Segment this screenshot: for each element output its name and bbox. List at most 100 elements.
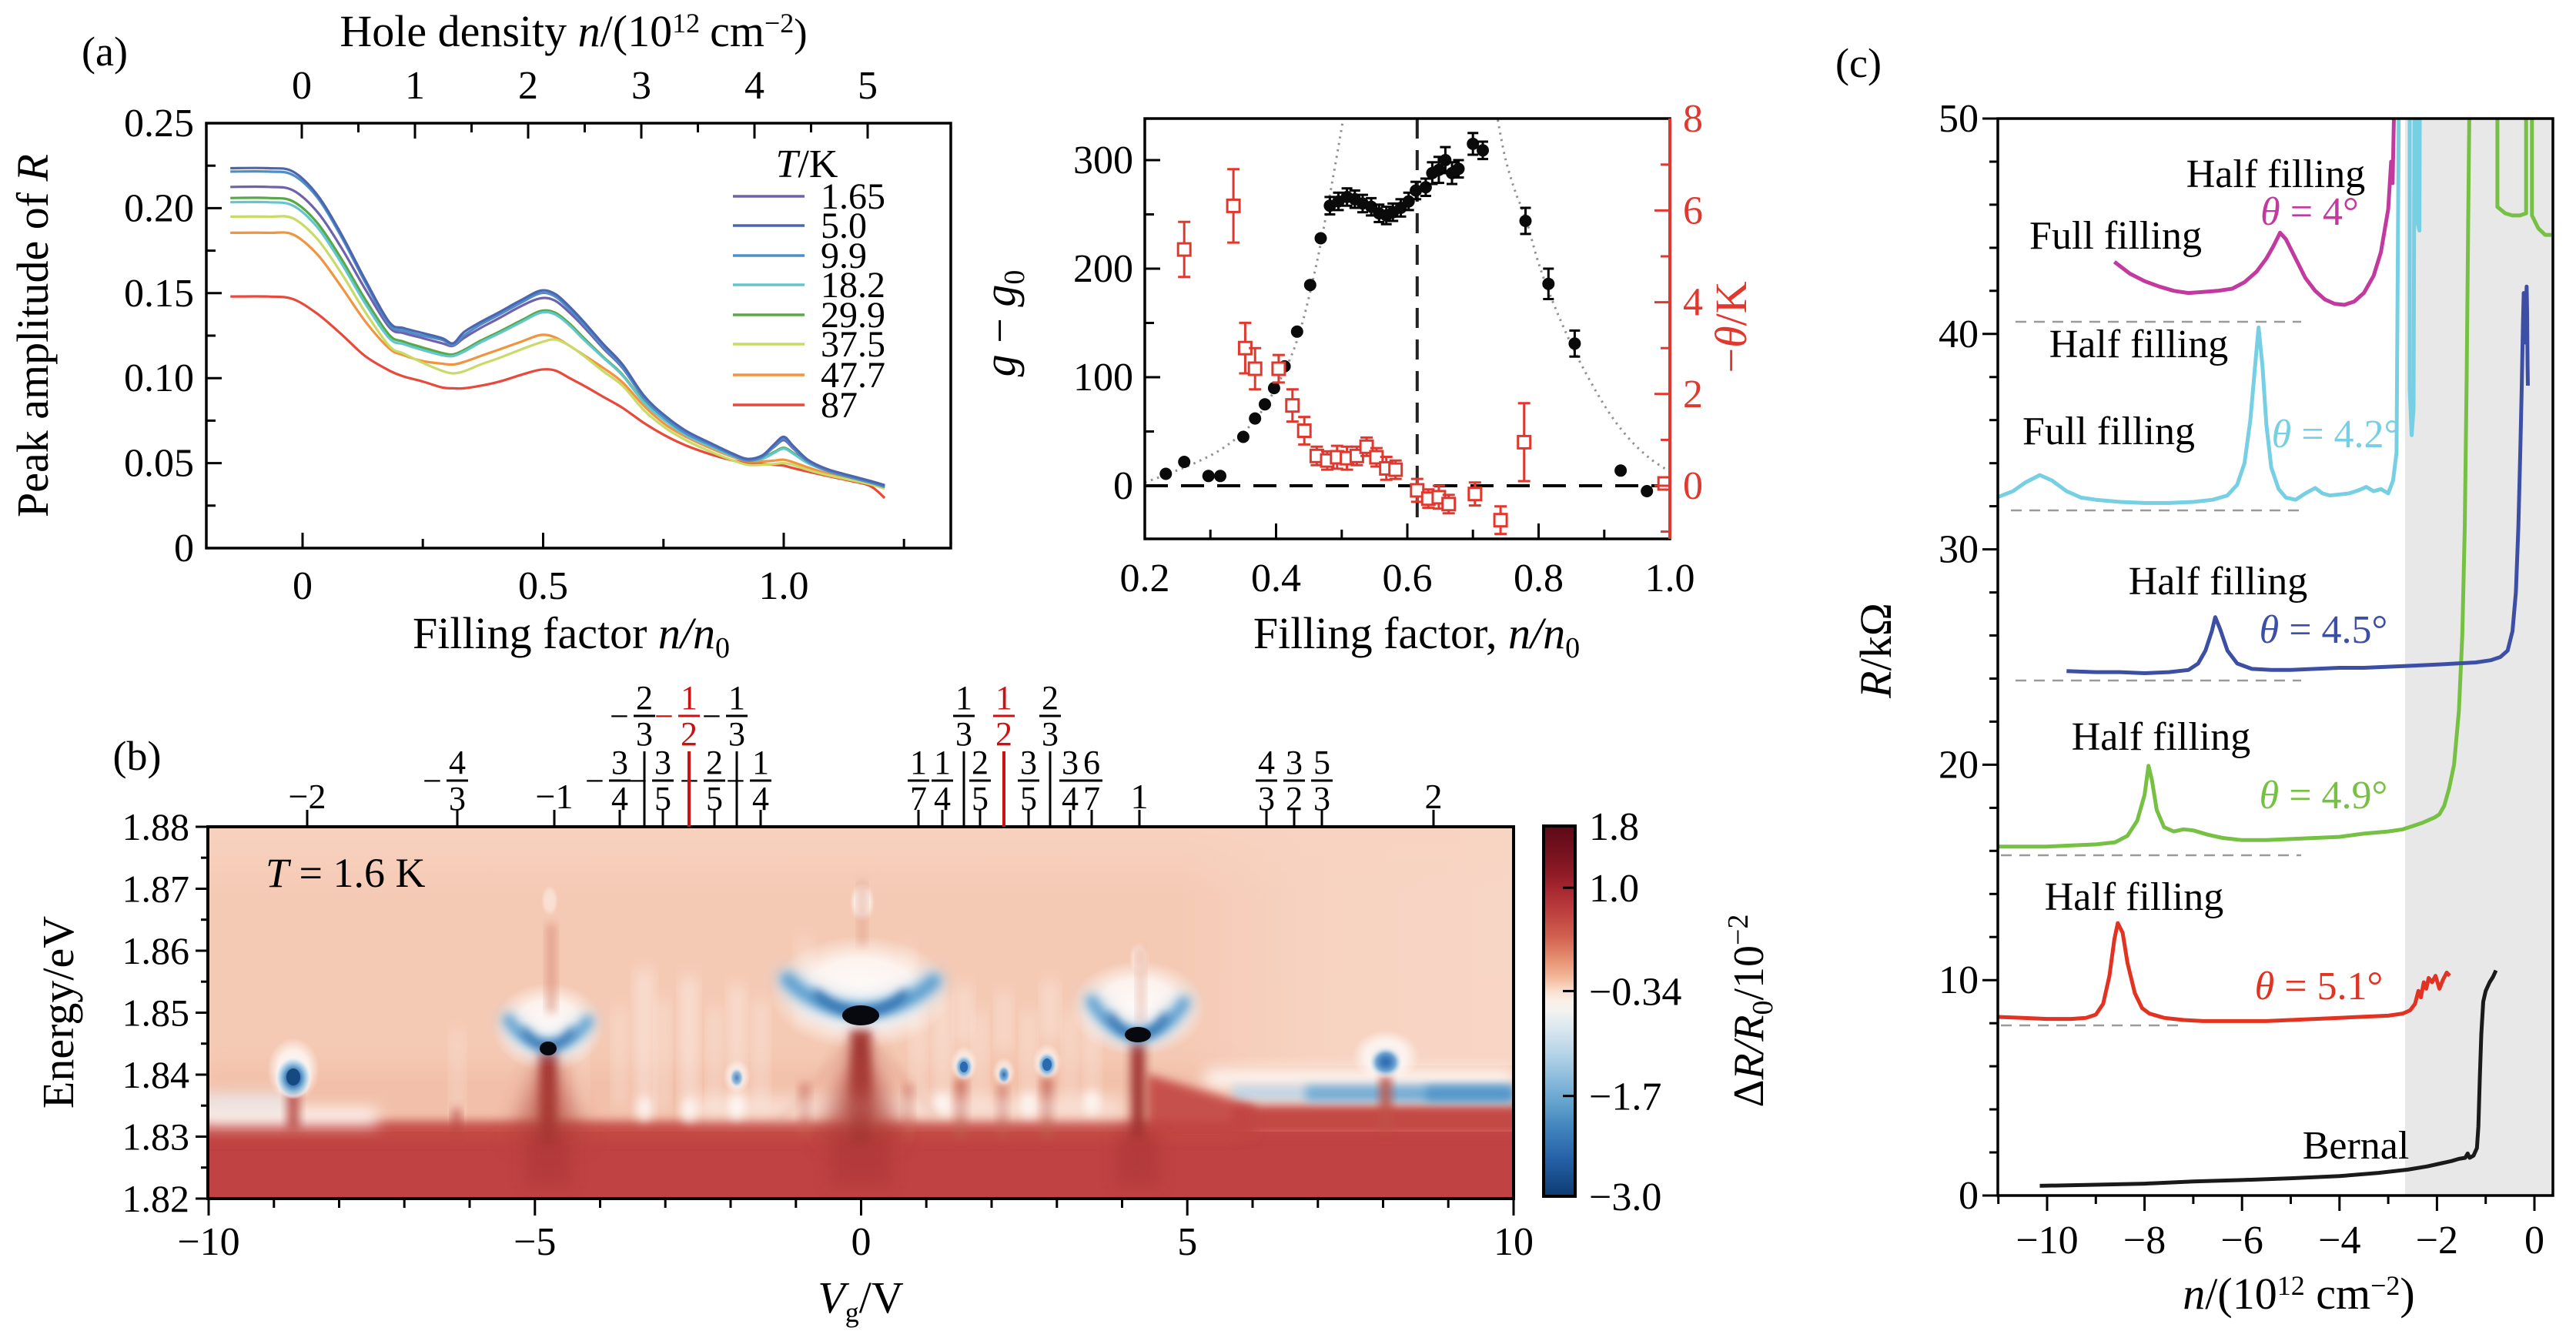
svg-text:200: 200 bbox=[1073, 247, 1133, 291]
svg-text:θ = 4°: θ = 4° bbox=[2260, 190, 2359, 234]
svg-text:3: 3 bbox=[728, 715, 745, 753]
svg-text:4: 4 bbox=[611, 780, 628, 818]
svg-text:−θ/K: −θ/K bbox=[1706, 281, 1756, 373]
svg-text:−2: −2 bbox=[289, 777, 326, 816]
svg-text:0: 0 bbox=[1959, 1174, 1979, 1218]
svg-text:1.84: 1.84 bbox=[122, 1053, 190, 1096]
svg-text:−: − bbox=[610, 697, 629, 735]
svg-text:3: 3 bbox=[1258, 780, 1275, 818]
svg-text:R/kΩ: R/kΩ bbox=[1851, 603, 1901, 699]
svg-text:1.8: 1.8 bbox=[1589, 805, 1639, 849]
svg-text:−2: −2 bbox=[2416, 1219, 2458, 1262]
svg-text:7: 7 bbox=[910, 780, 927, 818]
svg-text:−: − bbox=[654, 697, 674, 735]
svg-text:3: 3 bbox=[1062, 744, 1079, 781]
svg-text:9.9: 9.9 bbox=[821, 236, 867, 276]
svg-text:−: − bbox=[423, 762, 442, 800]
svg-text:0: 0 bbox=[851, 1220, 871, 1264]
svg-text:3: 3 bbox=[1313, 780, 1330, 818]
svg-text:50: 50 bbox=[1939, 97, 1979, 141]
svg-text:1: 1 bbox=[934, 744, 951, 781]
svg-text:1: 1 bbox=[405, 64, 425, 108]
svg-text:0.5: 0.5 bbox=[518, 564, 568, 608]
svg-text:5: 5 bbox=[654, 780, 671, 818]
svg-text:0: 0 bbox=[292, 64, 312, 108]
svg-text:2: 2 bbox=[636, 679, 653, 717]
svg-text:300: 300 bbox=[1073, 139, 1133, 182]
svg-text:0.6: 0.6 bbox=[1383, 557, 1433, 600]
svg-text:n/(1012 cm−2): n/(1012 cm−2) bbox=[2183, 1269, 2414, 1319]
svg-text:2: 2 bbox=[681, 715, 698, 753]
svg-text:T = 1.6 K: T = 1.6 K bbox=[266, 850, 426, 896]
svg-text:30: 30 bbox=[1939, 528, 1979, 572]
svg-text:ΔR/R0/10−2: ΔR/R0/10−2 bbox=[1722, 915, 1779, 1108]
svg-text:1.87: 1.87 bbox=[122, 868, 190, 911]
svg-text:1: 1 bbox=[995, 679, 1012, 717]
svg-text:2: 2 bbox=[995, 715, 1012, 753]
svg-text:4: 4 bbox=[752, 780, 769, 818]
svg-text:θ = 5.1°: θ = 5.1° bbox=[2255, 965, 2384, 1008]
svg-text:0: 0 bbox=[2524, 1219, 2544, 1262]
svg-text:−6: −6 bbox=[2221, 1219, 2263, 1262]
svg-text:−1: −1 bbox=[536, 777, 574, 816]
svg-text:18.2: 18.2 bbox=[821, 265, 885, 306]
svg-text:Filling factor, n/n0: Filling factor, n/n0 bbox=[1253, 608, 1580, 664]
svg-text:5: 5 bbox=[706, 780, 723, 818]
svg-text:1.88: 1.88 bbox=[122, 805, 190, 848]
svg-text:−8: −8 bbox=[2123, 1219, 2166, 1262]
svg-text:1.82: 1.82 bbox=[122, 1177, 190, 1220]
svg-text:87: 87 bbox=[821, 385, 858, 426]
svg-text:1: 1 bbox=[752, 744, 769, 781]
svg-text:0.2: 0.2 bbox=[1120, 557, 1170, 600]
svg-text:−10: −10 bbox=[177, 1220, 239, 1264]
svg-text:6: 6 bbox=[1683, 189, 1703, 232]
svg-text:4: 4 bbox=[449, 744, 466, 781]
svg-text:0.05: 0.05 bbox=[124, 442, 194, 486]
svg-text:Bernal: Bernal bbox=[2303, 1124, 2410, 1168]
svg-text:2: 2 bbox=[706, 744, 723, 781]
svg-text:0.4: 0.4 bbox=[1251, 557, 1301, 600]
svg-text:47.7: 47.7 bbox=[821, 355, 885, 396]
svg-text:−4: −4 bbox=[2318, 1219, 2360, 1262]
svg-text:2: 2 bbox=[1042, 679, 1059, 717]
svg-text:3: 3 bbox=[631, 64, 651, 108]
svg-text:Half filling: Half filling bbox=[2129, 560, 2308, 604]
svg-text:Energy/eV: Energy/eV bbox=[33, 916, 83, 1109]
svg-text:Hole density n/(1012 cm−2): Hole density n/(1012 cm−2) bbox=[340, 6, 807, 56]
svg-text:1.65: 1.65 bbox=[821, 176, 885, 217]
svg-text:4: 4 bbox=[1062, 780, 1079, 818]
svg-text:−1.7: −1.7 bbox=[1589, 1075, 1661, 1119]
svg-text:5: 5 bbox=[1313, 744, 1330, 781]
svg-text:θ = 4.9°: θ = 4.9° bbox=[2260, 774, 2388, 818]
svg-text:5: 5 bbox=[1177, 1220, 1197, 1264]
svg-text:5: 5 bbox=[1020, 780, 1037, 818]
svg-text:Peak amplitude of R: Peak amplitude of R bbox=[8, 154, 58, 517]
svg-text:1.85: 1.85 bbox=[122, 992, 190, 1035]
svg-text:Half filling: Half filling bbox=[2045, 875, 2224, 919]
svg-text:2: 2 bbox=[1286, 780, 1303, 818]
svg-text:1: 1 bbox=[1131, 777, 1149, 816]
svg-text:(a): (a) bbox=[82, 28, 128, 75]
svg-text:1.0: 1.0 bbox=[1589, 867, 1639, 911]
svg-text:4: 4 bbox=[1258, 744, 1275, 781]
svg-text:3: 3 bbox=[636, 715, 653, 753]
svg-text:Filling factor n/n0: Filling factor n/n0 bbox=[413, 608, 730, 664]
svg-text:10: 10 bbox=[1494, 1220, 1534, 1264]
svg-text:40: 40 bbox=[1939, 313, 1979, 356]
svg-text:5.0: 5.0 bbox=[821, 206, 867, 246]
svg-text:0.15: 0.15 bbox=[124, 272, 194, 316]
svg-text:3: 3 bbox=[611, 744, 628, 781]
svg-text:2: 2 bbox=[1425, 777, 1443, 816]
svg-text:Full filling: Full filling bbox=[2029, 214, 2202, 258]
svg-text:1.83: 1.83 bbox=[122, 1115, 190, 1159]
svg-text:1.0: 1.0 bbox=[759, 564, 809, 608]
svg-text:0: 0 bbox=[293, 564, 313, 608]
svg-text:4: 4 bbox=[934, 780, 951, 818]
svg-text:−10: −10 bbox=[2016, 1219, 2078, 1262]
svg-text:0.25: 0.25 bbox=[124, 102, 194, 145]
svg-text:100: 100 bbox=[1073, 356, 1133, 400]
svg-text:−5: −5 bbox=[514, 1220, 556, 1264]
svg-text:3: 3 bbox=[1286, 744, 1303, 781]
svg-text:5: 5 bbox=[858, 64, 878, 108]
svg-text:Half filling: Half filling bbox=[2072, 715, 2251, 759]
